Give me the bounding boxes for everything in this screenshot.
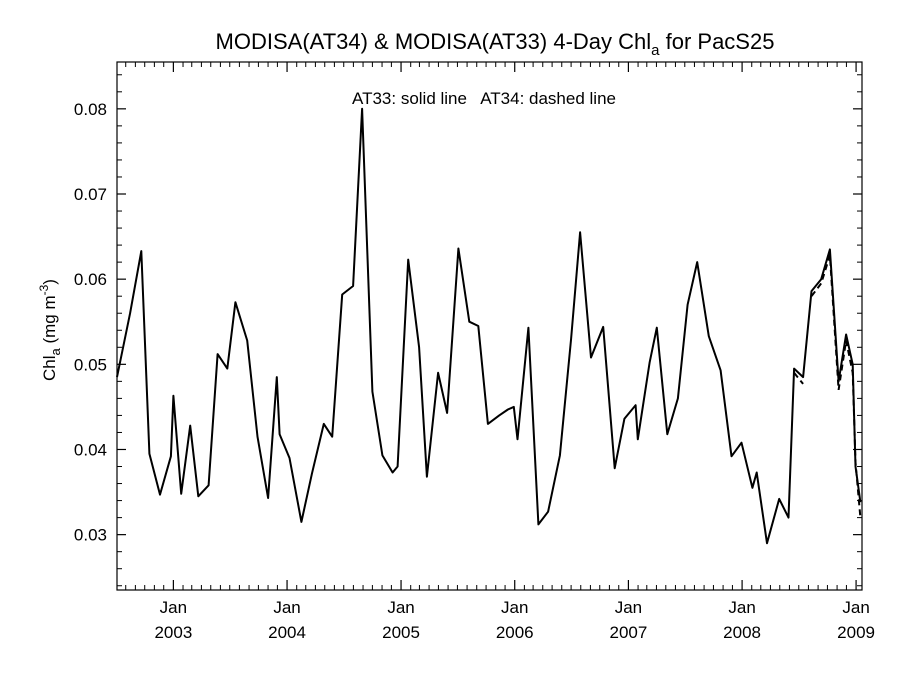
x-tick-label-year: 2007 [609,623,647,642]
x-tick-label-year: 2003 [154,623,192,642]
y-axis-label-text: Chl [40,355,59,381]
x-tick-label-year: 2008 [723,623,761,642]
series-group [116,107,862,545]
y-tick-label: 0.08 [74,100,107,119]
series-at34-dashed-line [793,372,804,385]
y-tick-label: 0.03 [74,526,107,545]
x-tick-label-month: Jan [842,598,869,617]
x-tick-label-month: Jan [501,598,528,617]
axis-tick-labels: 0.03 0.04 0.05 0.06 0.07 0.08 Jan 2003 Jan 2004 Ja… [74,100,875,642]
series-at33-solid-line [116,107,862,545]
y-axis-label: Chla (mg m-3) [37,279,63,381]
y-axis-label-superscript: -3 [37,284,51,295]
chart-title-subscript: a [651,42,660,59]
y-axis-label-close: ) [40,279,59,285]
x-tick-label-month: Jan [273,598,300,617]
y-axis-label-subscript: a [48,347,63,355]
x-tick-label-year: 2004 [268,623,306,642]
chart-title: MODISA(AT34) & MODISA(AT33) 4-Day Chla f… [216,29,775,59]
y-tick-label: 0.07 [74,185,107,204]
y-axis-label-unit: (mg m [40,295,59,348]
x-tick-label-month: Jan [387,598,414,617]
y-tick-label: 0.05 [74,355,107,374]
x-tick-label-year: 2005 [382,623,420,642]
x-tick-label-month: Jan [728,598,755,617]
y-tick-label: 0.04 [74,440,107,459]
plot-frame [116,61,863,591]
series-at34-dashed-line [810,255,862,518]
x-tick-label-month: Jan [615,598,642,617]
axis-ticks [117,62,862,590]
y-tick-label: 0.06 [74,270,107,289]
chart-title-suffix: for PacS25 [660,29,775,54]
x-tick-label-year: 2006 [496,623,534,642]
legend-annotation: AT33: solid line AT34: dashed line [352,89,616,108]
x-tick-label-month: Jan [160,598,187,617]
chart-title-text: MODISA(AT34) & MODISA(AT33) 4-Day Chl [216,29,652,54]
x-tick-label-year: 2009 [837,623,875,642]
